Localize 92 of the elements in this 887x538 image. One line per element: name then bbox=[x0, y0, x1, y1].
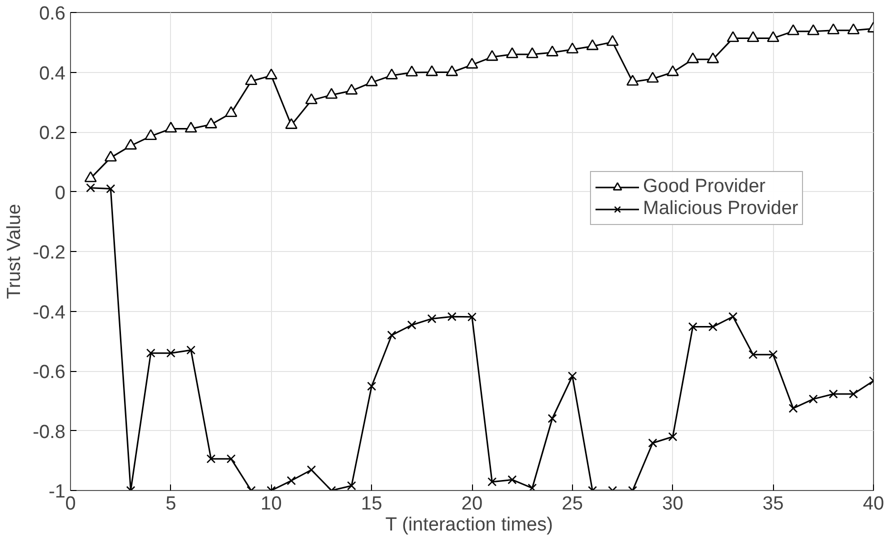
y-tick-label: -0.2 bbox=[32, 242, 66, 264]
point bbox=[426, 65, 438, 76]
point bbox=[367, 382, 376, 391]
point bbox=[245, 74, 258, 86]
point bbox=[686, 52, 699, 64]
point bbox=[427, 314, 436, 324]
y-tick-label: -0.6 bbox=[32, 362, 66, 383]
x-tick-label: 20 bbox=[461, 494, 483, 514]
point bbox=[387, 330, 396, 340]
point bbox=[688, 322, 698, 332]
point bbox=[726, 31, 740, 42]
point bbox=[488, 477, 497, 486]
point bbox=[285, 118, 298, 129]
y-tick-label: 0.6 bbox=[39, 4, 66, 24]
point bbox=[768, 350, 778, 360]
point bbox=[305, 93, 318, 104]
point bbox=[206, 454, 216, 464]
point bbox=[106, 184, 116, 194]
point bbox=[204, 118, 218, 128]
point bbox=[626, 74, 639, 86]
x-tick-label: 25 bbox=[562, 494, 583, 514]
point bbox=[166, 348, 176, 358]
point bbox=[224, 106, 238, 118]
point bbox=[508, 475, 517, 484]
point bbox=[407, 320, 416, 330]
point bbox=[84, 171, 97, 182]
point bbox=[708, 322, 718, 332]
point bbox=[347, 481, 356, 490]
x-tick-label: 40 bbox=[862, 494, 884, 514]
point bbox=[386, 68, 398, 80]
point bbox=[124, 138, 137, 150]
point bbox=[306, 465, 316, 474]
point bbox=[787, 24, 800, 36]
point bbox=[766, 31, 780, 42]
point bbox=[666, 65, 679, 76]
point bbox=[646, 72, 659, 83]
y-tick-label: -1 bbox=[48, 482, 66, 502]
y-tick-label: -0.8 bbox=[32, 422, 66, 443]
y-tick-label: 0.4 bbox=[39, 63, 66, 84]
point bbox=[606, 35, 619, 46]
point bbox=[668, 432, 678, 442]
point bbox=[528, 484, 537, 490]
x-tick-label: 35 bbox=[762, 494, 784, 514]
point bbox=[808, 394, 818, 404]
point bbox=[706, 52, 720, 64]
point bbox=[186, 346, 196, 355]
point bbox=[526, 47, 538, 58]
point bbox=[728, 312, 738, 322]
point bbox=[345, 84, 358, 95]
x-tick-label: 10 bbox=[260, 494, 282, 514]
legend-label: Good Provider bbox=[643, 176, 766, 198]
point bbox=[506, 47, 518, 58]
point bbox=[847, 23, 860, 34]
point bbox=[86, 183, 96, 192]
y-axis-title: Trust Value bbox=[4, 204, 25, 300]
point bbox=[164, 122, 178, 133]
point bbox=[144, 129, 157, 140]
y-tick-label: -0.4 bbox=[32, 302, 66, 324]
point bbox=[566, 42, 579, 54]
point bbox=[586, 39, 599, 50]
x-tick-label: 5 bbox=[166, 494, 176, 514]
point bbox=[265, 68, 278, 80]
x-axis-title: T (interaction times) bbox=[385, 514, 553, 536]
point bbox=[104, 150, 117, 162]
point bbox=[486, 50, 498, 61]
point bbox=[286, 476, 296, 486]
point bbox=[748, 350, 758, 360]
point bbox=[184, 122, 198, 133]
y-tick-label: 0 bbox=[54, 182, 66, 204]
point bbox=[365, 75, 378, 86]
point bbox=[447, 312, 456, 322]
point bbox=[446, 65, 458, 76]
point bbox=[568, 372, 577, 381]
point bbox=[226, 454, 236, 464]
point bbox=[406, 66, 418, 76]
point bbox=[146, 348, 156, 358]
point bbox=[807, 24, 820, 36]
point bbox=[788, 404, 798, 413]
point bbox=[828, 389, 838, 399]
point bbox=[827, 23, 840, 34]
point bbox=[548, 414, 557, 424]
y-tick-label: 0.2 bbox=[39, 123, 66, 144]
legend-label: Malicious Provider bbox=[643, 198, 798, 220]
point bbox=[648, 438, 658, 448]
point bbox=[325, 88, 338, 99]
point bbox=[467, 312, 477, 322]
point bbox=[746, 31, 760, 42]
point bbox=[546, 46, 558, 56]
x-tick-label: 30 bbox=[662, 494, 684, 514]
point bbox=[466, 58, 478, 69]
x-tick-label: 15 bbox=[361, 494, 382, 514]
point bbox=[848, 389, 858, 399]
